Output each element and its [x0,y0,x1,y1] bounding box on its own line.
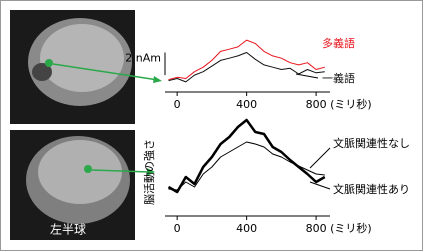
brain-shape [40,24,124,92]
arrow-head [147,168,155,176]
source-dot [84,165,92,173]
x-tick-label: 0 [174,98,181,111]
x-tick-label: 0 [174,222,181,235]
x-tick-label: 800 [306,98,327,111]
legend-leader [309,181,331,190]
arrow-head [153,76,162,83]
legend-label: 一義語 [322,71,355,85]
legend-label: 文脈関連性あり [333,182,410,196]
x-axis-label: (ミリ秒) [330,221,372,235]
x-axis-label: (ミリ秒) [330,97,372,111]
x-tick-label: 400 [236,98,257,111]
legend-label: 多義語 [322,36,355,50]
arrow [91,169,151,173]
x-tick-label: 800 [306,222,327,235]
x-tick-label: 400 [236,222,257,235]
series-line [167,118,326,194]
legend-leader [309,147,331,169]
brain-shape [38,140,122,204]
arrow [52,63,159,81]
series-line [168,141,325,191]
scale-bar-label: 2 nAm [125,52,161,65]
legend-label: 文脈関連性なし [333,136,410,150]
source-dot [45,59,53,67]
y-axis-label: 脳活動の強さ [142,139,156,205]
series-line [168,39,325,81]
image-label: 左半球 [50,222,86,237]
eye [32,63,52,81]
legend-leader [295,73,319,79]
